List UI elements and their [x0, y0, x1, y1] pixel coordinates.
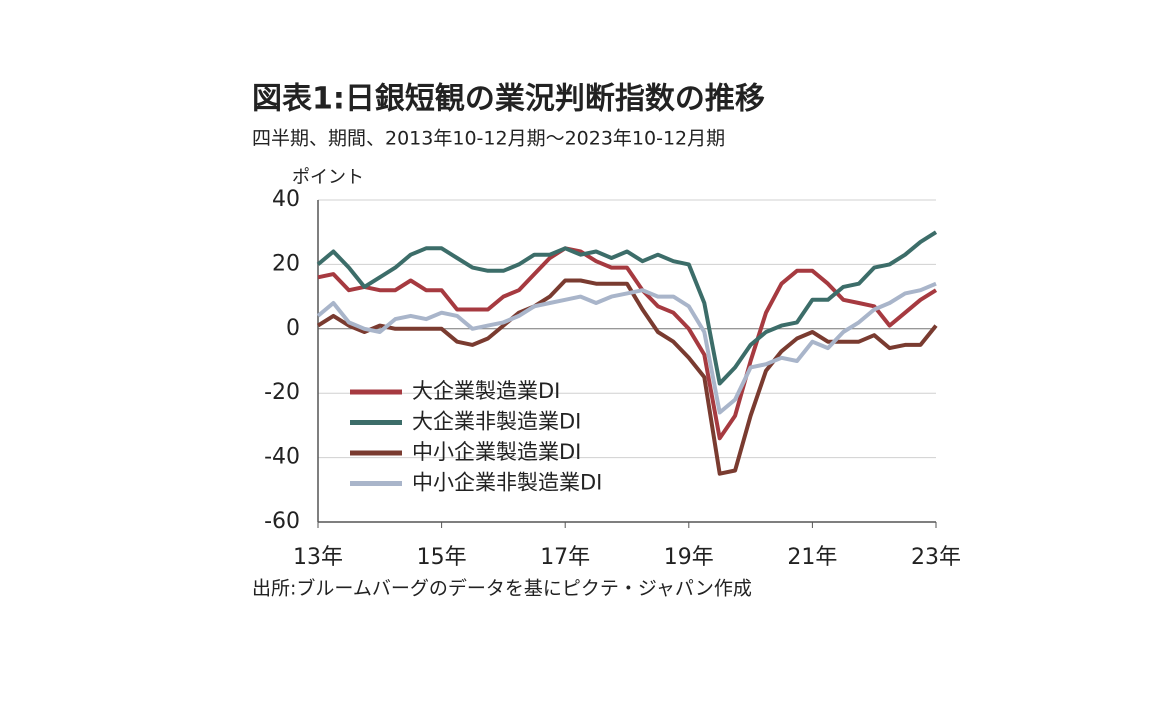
series-line	[316, 281, 937, 415]
y-axis-label: ポイント	[292, 167, 364, 188]
y-tick-label: -60	[264, 509, 300, 534]
series-line	[316, 230, 938, 386]
source-note: 出所:ブルームバーグのデータを基にピクテ・ジャパン作成	[252, 577, 752, 600]
legend-label: 中小企業製造業DI	[412, 440, 581, 464]
series-line	[316, 278, 938, 476]
y-tick-label: 20	[272, 251, 300, 276]
chart-title: 図表1:日銀短観の業況判断指数の推移	[252, 82, 765, 117]
x-tick-label: 23年	[911, 545, 961, 570]
legend-label: 中小企業非製造業DI	[412, 471, 602, 495]
x-tick-label: 15年	[417, 545, 467, 570]
legend-label: 大企業非製造業DI	[412, 410, 581, 434]
y-tick-label: -40	[264, 445, 300, 470]
y-tick-label: -20	[264, 380, 300, 405]
chart-subtitle: 四半期、期間、2013年10-12月期～2023年10-12月期	[252, 128, 725, 150]
y-tick-label: 0	[286, 316, 300, 341]
x-tick-label: 13年	[293, 545, 343, 570]
x-tick-label: 17年	[540, 545, 590, 570]
x-tick-label: 21年	[787, 545, 837, 570]
series-line	[317, 246, 938, 441]
y-tick-label: 40	[272, 187, 300, 212]
x-tick-label: 19年	[664, 545, 714, 570]
legend-label: 大企業製造業DI	[412, 379, 560, 403]
